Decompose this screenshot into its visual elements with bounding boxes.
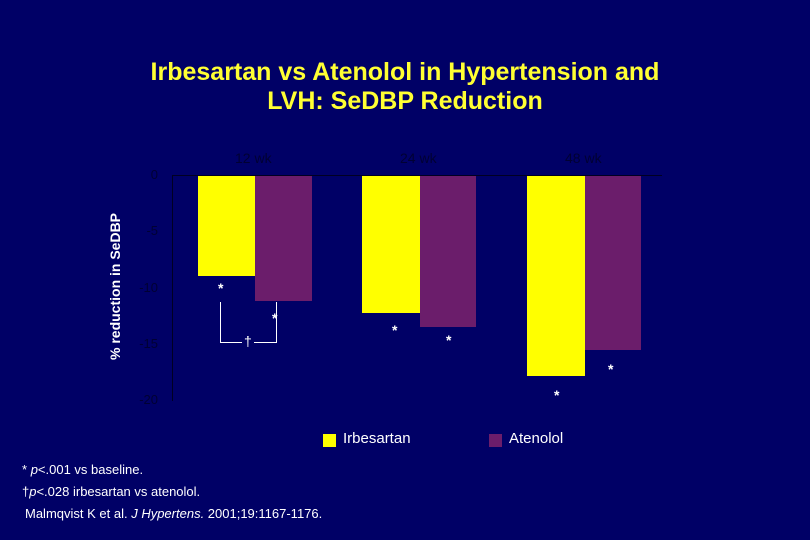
y-axis (172, 175, 173, 401)
group-label: 24 wk (400, 150, 437, 166)
y-tick: -20 (139, 392, 158, 407)
bar-atenolol-48wk (585, 176, 641, 350)
significance-star: * (608, 361, 614, 377)
bar-irbesartan-48wk (527, 176, 585, 376)
y-tick: -15 (139, 336, 158, 351)
bar-irbesartan-12wk (198, 176, 255, 276)
significance-star: * (218, 280, 224, 296)
group-label: 12 wk (235, 150, 272, 166)
y-tick: 0 (150, 167, 158, 182)
dagger-mark: † (242, 333, 254, 349)
footnote-baseline: * p<.001 vs baseline. (22, 462, 144, 477)
bar-irbesartan-24wk (362, 176, 420, 313)
legend-label-atenolol: Atenolol (509, 430, 564, 447)
y-tick: -5 (146, 223, 158, 238)
legend-swatch-irbesartan (323, 434, 336, 447)
chart-title: Irbesartan vs Atenolol in Hypertension a… (150, 58, 660, 115)
x-axis (172, 175, 662, 176)
group-label: 48 wk (565, 150, 602, 166)
legend-swatch-atenolol (489, 434, 502, 447)
footnote-comparison: †p<.028 irbesartan vs atenolol. (22, 484, 201, 499)
legend-label-irbesartan: Irbesartan (343, 430, 411, 447)
significance-star: * (554, 387, 560, 403)
bar-atenolol-12wk (255, 176, 312, 301)
footnote-citation: Malmqvist K et al. J Hypertens. 2001;19:… (25, 506, 323, 521)
bar-atenolol-24wk (420, 176, 476, 327)
y-tick: -10 (139, 280, 158, 295)
significance-star: * (392, 322, 398, 338)
significance-star: * (272, 310, 278, 326)
significance-star: * (446, 332, 452, 348)
y-axis-label: % reduction in SeDBP (107, 212, 123, 360)
